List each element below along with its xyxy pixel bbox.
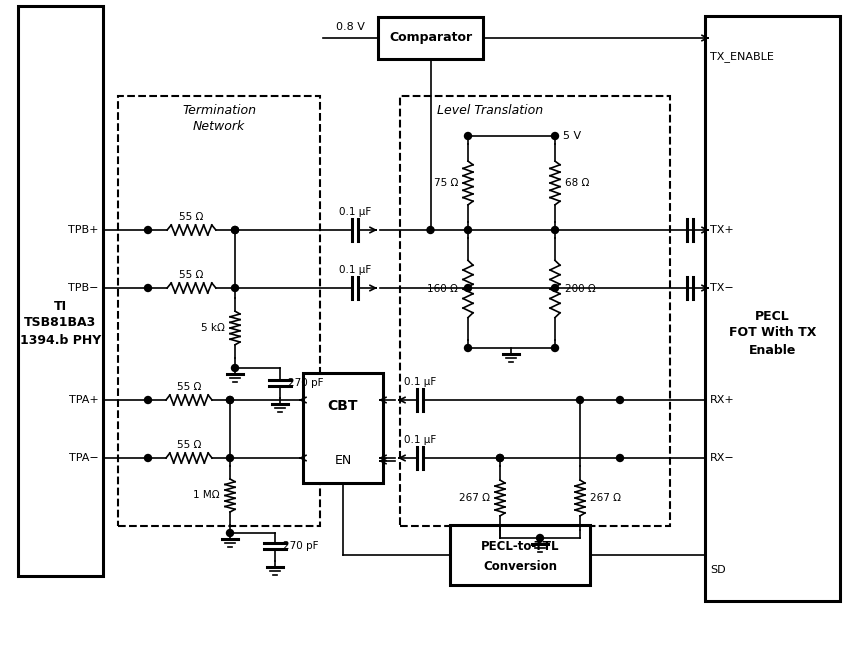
Text: 0.1 μF: 0.1 μF bbox=[404, 377, 436, 387]
Text: 5 V: 5 V bbox=[563, 131, 581, 141]
Text: TPA−: TPA− bbox=[70, 453, 99, 463]
Circle shape bbox=[232, 365, 238, 371]
Text: 55 Ω: 55 Ω bbox=[177, 440, 201, 450]
Circle shape bbox=[226, 396, 233, 403]
Bar bbox=[400, 96, 670, 526]
Text: Level Translation: Level Translation bbox=[437, 104, 543, 117]
Circle shape bbox=[427, 226, 434, 234]
Circle shape bbox=[226, 455, 233, 462]
Text: TX_ENABLE: TX_ENABLE bbox=[710, 52, 774, 62]
Text: 200 Ω: 200 Ω bbox=[565, 284, 596, 294]
Circle shape bbox=[616, 396, 623, 403]
Text: 267 Ω: 267 Ω bbox=[590, 493, 621, 503]
Circle shape bbox=[577, 396, 583, 403]
Bar bbox=[303, 373, 383, 483]
Text: Conversion: Conversion bbox=[483, 560, 557, 573]
Text: TI: TI bbox=[54, 300, 67, 312]
Text: Enable: Enable bbox=[749, 344, 796, 356]
Text: 68 Ω: 68 Ω bbox=[565, 178, 589, 188]
Text: FOT With TX: FOT With TX bbox=[728, 327, 816, 340]
Circle shape bbox=[496, 455, 504, 462]
Circle shape bbox=[232, 226, 238, 234]
Circle shape bbox=[144, 455, 152, 462]
Circle shape bbox=[551, 133, 559, 140]
Text: TPA+: TPA+ bbox=[70, 395, 99, 405]
Circle shape bbox=[496, 455, 504, 462]
Text: 0.1 μF: 0.1 μF bbox=[404, 435, 436, 445]
Circle shape bbox=[226, 396, 233, 403]
Circle shape bbox=[226, 529, 233, 537]
Text: 55 Ω: 55 Ω bbox=[177, 382, 201, 392]
Text: EN: EN bbox=[334, 455, 352, 468]
Bar bbox=[118, 96, 320, 526]
Text: 0.1 μF: 0.1 μF bbox=[339, 265, 371, 275]
Circle shape bbox=[232, 285, 238, 291]
Text: SD: SD bbox=[710, 565, 726, 575]
Text: TX−: TX− bbox=[710, 283, 734, 293]
Text: PECL-to-TTL: PECL-to-TTL bbox=[481, 539, 559, 552]
Text: 55 Ω: 55 Ω bbox=[179, 212, 204, 222]
Text: 0.1 μF: 0.1 μF bbox=[339, 207, 371, 217]
Text: CBT: CBT bbox=[327, 399, 358, 413]
Circle shape bbox=[144, 285, 152, 291]
Circle shape bbox=[551, 285, 559, 291]
Circle shape bbox=[465, 133, 471, 140]
Text: 75 Ω: 75 Ω bbox=[433, 178, 458, 188]
Text: 5 kΩ: 5 kΩ bbox=[201, 323, 225, 333]
Circle shape bbox=[465, 285, 471, 291]
Circle shape bbox=[551, 226, 559, 234]
Text: 270 pF: 270 pF bbox=[288, 378, 323, 388]
Text: 1394.b PHY: 1394.b PHY bbox=[20, 333, 101, 346]
Text: PECL: PECL bbox=[755, 310, 789, 323]
Circle shape bbox=[551, 344, 559, 352]
Text: TPB+: TPB+ bbox=[69, 225, 99, 235]
Text: 0.8 V: 0.8 V bbox=[336, 22, 365, 32]
Text: 55 Ω: 55 Ω bbox=[179, 270, 204, 280]
Circle shape bbox=[232, 226, 238, 234]
Bar bbox=[450, 525, 590, 585]
Circle shape bbox=[144, 396, 152, 403]
Text: Termination: Termination bbox=[182, 104, 256, 117]
Circle shape bbox=[616, 455, 623, 462]
Text: 160 Ω: 160 Ω bbox=[427, 284, 458, 294]
Text: TX+: TX+ bbox=[710, 225, 734, 235]
Text: 1 MΩ: 1 MΩ bbox=[193, 491, 220, 501]
Circle shape bbox=[465, 344, 471, 352]
Text: 270 pF: 270 pF bbox=[283, 541, 319, 551]
Circle shape bbox=[144, 226, 152, 234]
Circle shape bbox=[465, 226, 471, 234]
Text: Comparator: Comparator bbox=[389, 31, 472, 45]
Text: 267 Ω: 267 Ω bbox=[459, 493, 490, 503]
Text: TSB81BA3: TSB81BA3 bbox=[25, 316, 97, 329]
Text: RX+: RX+ bbox=[710, 395, 734, 405]
Bar bbox=[378, 17, 483, 59]
Bar bbox=[705, 16, 840, 601]
Text: RX−: RX− bbox=[710, 453, 734, 463]
Text: Network: Network bbox=[192, 119, 245, 133]
Bar bbox=[18, 6, 103, 576]
Text: TPB−: TPB− bbox=[69, 283, 99, 293]
Circle shape bbox=[537, 535, 544, 541]
